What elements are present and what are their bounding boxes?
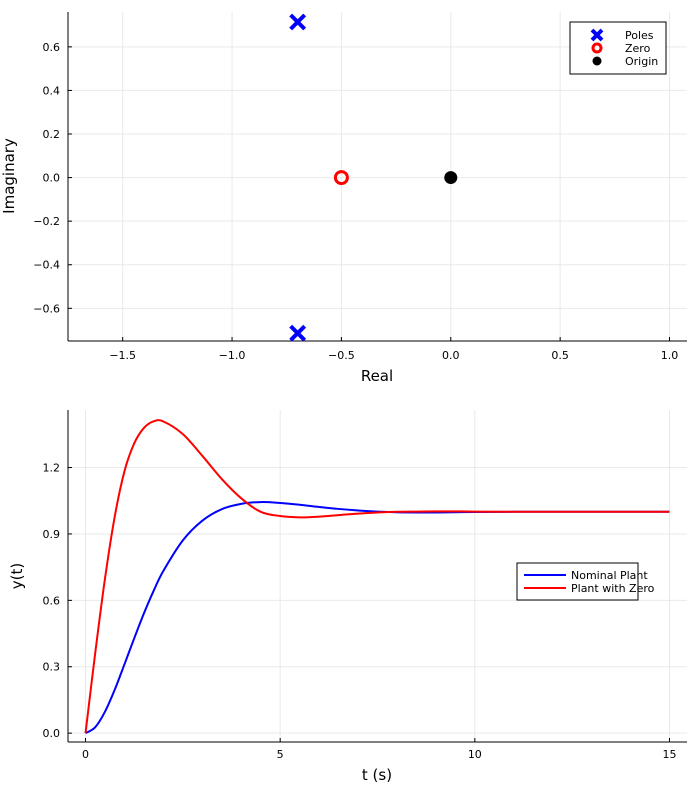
step-response-panel: 0 5 10 15 0.0 0.3 0.6 0.9 1.2 t (s) y(t) Nominal… [8,410,687,784]
pole-zero-y-tick-label: −0.2 [33,215,60,228]
step-response-y-tick-label: 0.6 [43,594,61,607]
pole-zero-x-tick-label: −1.0 [219,349,246,362]
nominal-plant-line [84,501,670,735]
pole-zero-x-tick-label: −1.5 [109,349,136,362]
legend-origin-label: Origin [625,55,658,68]
zero-marker [333,170,349,186]
poles-marker-stroke-b [289,324,307,342]
legend-plant-with-zero-label: Plant with Zero [571,582,655,595]
pole-zero-y-tick-label: −0.4 [33,259,60,272]
pole-zero-x-tick-label: 0.5 [551,349,569,362]
pole-zero-panel: −1.5 −1.0 −0.5 0.0 0.5 1.0 −0.6 −0.4 −0.2 0.0 0.2 0… [0,12,687,385]
pole-zero-markers [289,13,458,342]
legend-zero-symbol [591,42,603,54]
pole-zero-x-tick-label: 0.0 [442,349,460,362]
pole-zero-x-tick-label: −0.5 [328,349,355,362]
pole-zero-y-tick-label: −0.6 [33,302,60,315]
step-response-x-tick-label: 10 [468,748,482,761]
step-response-legend-box [516,562,639,601]
pole-zero-ticks: −1.5 −1.0 −0.5 0.0 0.5 1.0 −0.6 −0.4 −0.2 0.0 0.2 0… [33,41,678,362]
poles-marker [289,324,307,342]
step-response-y-tick-label: 0.0 [43,727,61,740]
pole-zero-x-tick-label: 1.0 [661,349,679,362]
pole-zero-legend-box [569,21,667,75]
step-response-lines [84,419,670,735]
origin-marker [444,171,458,185]
step-response-x-tick-label: 5 [277,748,284,761]
pole-zero-y-tick-label: 0.2 [43,128,61,141]
step-response-y-tick-label: 1.2 [43,462,61,475]
legend-poles-label: Poles [625,29,654,42]
pole-zero-y-tick-label: 0.4 [43,84,61,97]
plant-with-zero-line [84,419,670,734]
legend-nominal-plant-label: Nominal Plant [571,569,648,582]
step-response-ticks: 0 5 10 15 0.0 0.3 0.6 0.9 1.2 [43,462,677,761]
step-response-y-label: y(t) [8,563,26,589]
legend-poles-symbol [590,28,604,42]
step-response-x-tick-label: 15 [662,748,676,761]
step-response-y-tick-label: 0.3 [43,661,61,674]
legend-poles-symbol-stroke-b [590,28,604,42]
poles-marker-stroke-b [289,13,307,31]
legend-origin-symbol [592,56,602,66]
step-response-x-label: t (s) [362,766,392,784]
pole-zero-y-label: Imaginary [0,138,18,214]
pole-zero-x-label: Real [361,367,393,385]
poles-marker [289,13,307,31]
step-response-x-tick-label: 0 [82,748,89,761]
legend-zero-label: Zero [625,42,651,55]
pole-zero-y-tick-label: 0.6 [43,41,61,54]
pole-zero-y-tick-label: 0.0 [43,172,61,185]
step-response-y-tick-label: 0.9 [43,528,61,541]
